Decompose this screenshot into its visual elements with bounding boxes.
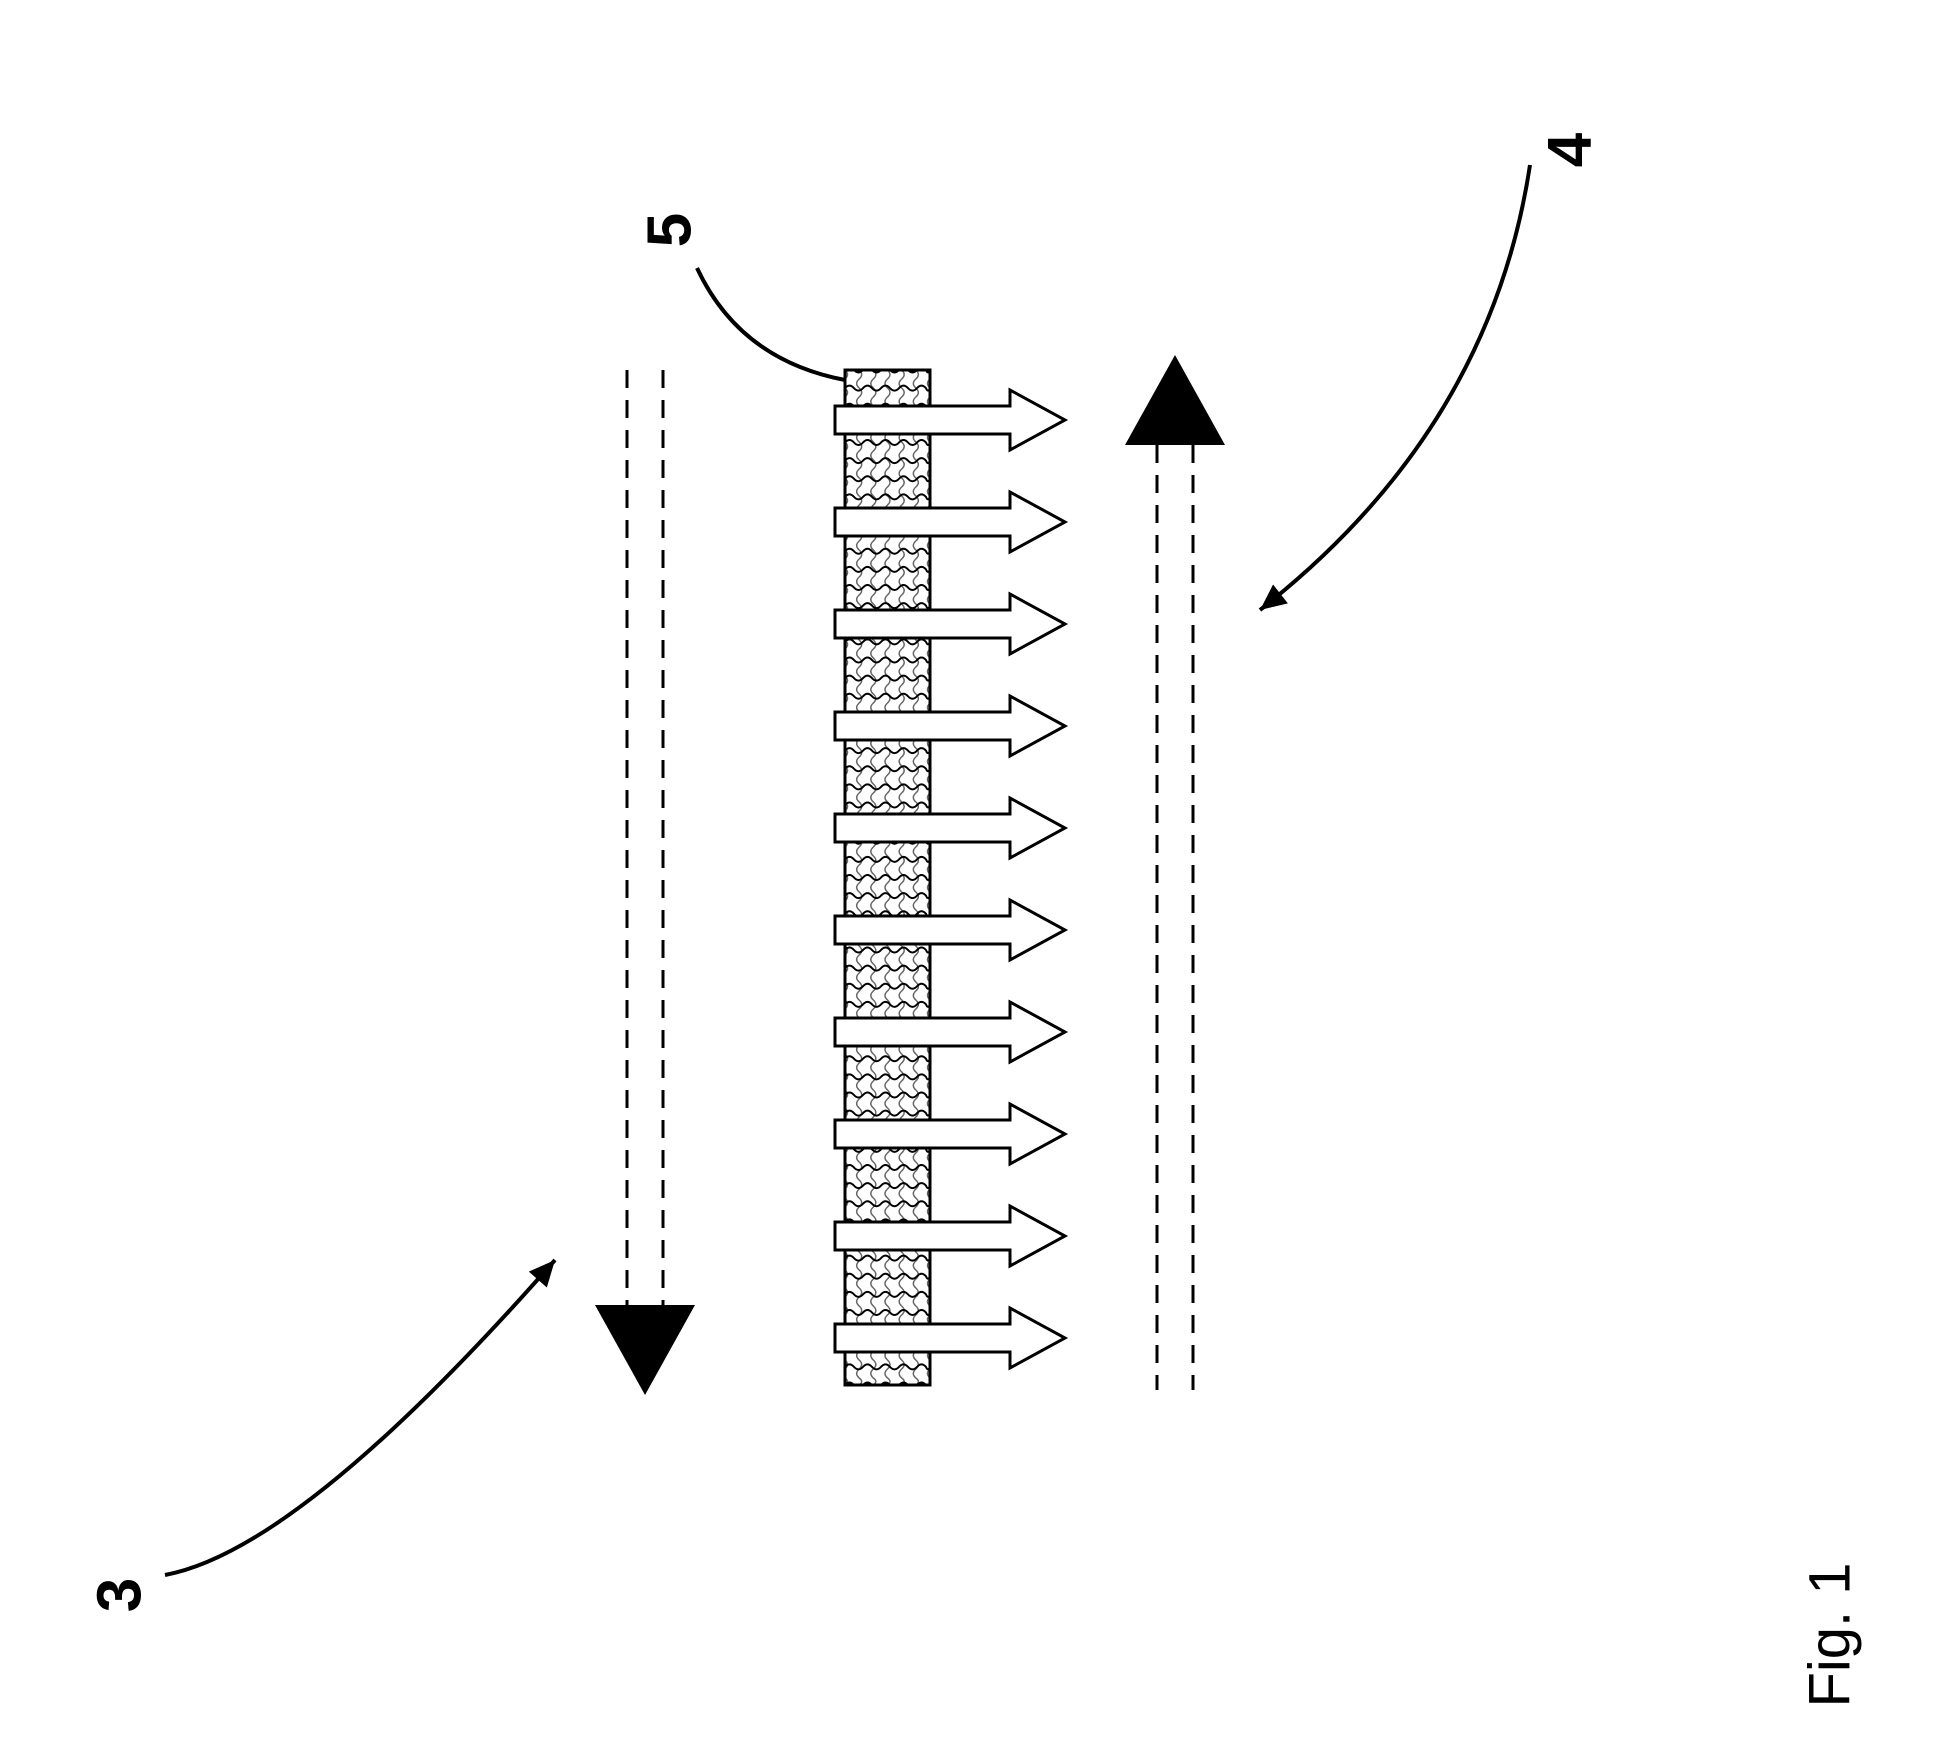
flow-right-head [1125, 355, 1225, 445]
flow-left-head [595, 1305, 695, 1395]
ref-label-4: 4 [1535, 133, 1606, 167]
figure-caption: Fig. 1 [1797, 1562, 1864, 1707]
label-leader [697, 268, 845, 380]
label-leader [165, 1260, 555, 1575]
figure-stage: 3 4 5 Fig. 1 [0, 0, 1936, 1749]
ref-label-3: 3 [85, 1578, 156, 1612]
ref-label-5: 5 [635, 213, 706, 247]
label-leader [1260, 165, 1530, 610]
figure-svg [0, 0, 1936, 1749]
